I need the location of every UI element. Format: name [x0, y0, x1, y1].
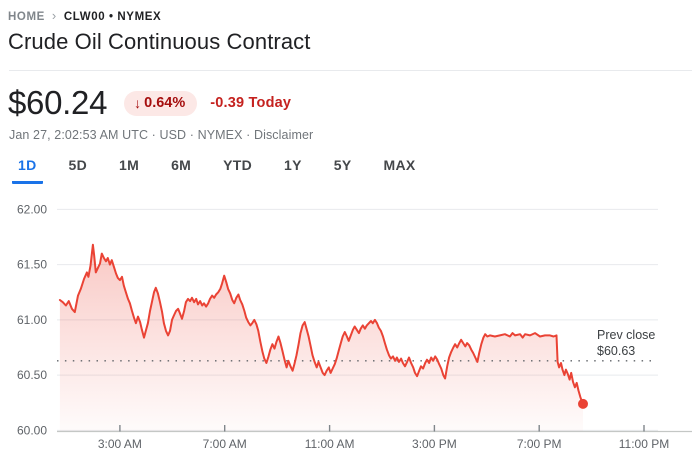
tab-1d[interactable]: 1D [12, 152, 43, 184]
x-axis-label: 3:00 AM [98, 437, 142, 451]
tab-5d[interactable]: 5D [68, 157, 87, 173]
change-today: -0.39 Today [210, 95, 292, 111]
quote-meta: Jan 27, 2:02:53 AM UTC · USD · NYMEX · D… [9, 128, 313, 142]
tab-6m[interactable]: 6M [171, 157, 192, 173]
y-axis-label: 61.50 [17, 258, 47, 272]
prev-close-label: Prev close [597, 328, 655, 342]
y-axis-label: 62.00 [17, 202, 47, 216]
area-fill [59, 244, 583, 431]
quote-row: $60.24 ↓ 0.64% -0.39 Today [8, 84, 291, 122]
last-price-dot [578, 398, 588, 409]
x-axis-label: 11:00 AM [305, 437, 355, 451]
current-price: $60.24 [8, 84, 108, 121]
x-axis-label: 3:00 PM [412, 437, 457, 451]
price-line [58, 243, 584, 405]
change-percent-badge: ↓ 0.64% [124, 90, 198, 116]
header-divider [9, 70, 692, 71]
tab-1y[interactable]: 1Y [284, 157, 302, 173]
breadcrumb: HOME › CLW00 • NYMEX [8, 8, 162, 24]
breadcrumb-chevron-icon: › [51, 8, 57, 23]
y-axis-label: 60.50 [17, 368, 47, 382]
range-tab-bar: 1D 5D 1M 6M YTD 1Y 5Y MAX [12, 152, 422, 184]
tab-5y[interactable]: 5Y [333, 157, 352, 173]
y-axis-label: 60.00 [17, 423, 47, 437]
page-title: Crude Oil Continuous Contract [8, 29, 311, 54]
x-axis-label: 11:00 PM [619, 437, 669, 451]
tab-1m[interactable]: 1M [119, 157, 140, 173]
tab-ytd[interactable]: YTD [223, 157, 253, 173]
prev-close-value: $60.63 [597, 344, 635, 358]
x-axis-label: 7:00 AM [203, 437, 247, 451]
change-percent-value: 0.64% [144, 94, 186, 111]
quote-meta-text: Jan 27, 2:02:53 AM UTC · USD · NYMEX · [9, 128, 254, 142]
y-axis-label: 61.00 [17, 313, 47, 327]
tab-max[interactable]: MAX [383, 157, 416, 173]
down-arrow-icon: ↓ [134, 94, 142, 111]
breadcrumb-home-link[interactable]: HOME [8, 10, 45, 23]
breadcrumb-symbol: CLW00 • NYMEX [63, 10, 162, 23]
price-chart[interactable]: 62.00 61.50 61.00 60.50 60.00 3:00 AM 7:00 AM 1… [0, 195, 692, 457]
disclaimer-link[interactable]: Disclaimer [253, 128, 314, 142]
x-axis-label: 7:00 PM [517, 437, 562, 451]
